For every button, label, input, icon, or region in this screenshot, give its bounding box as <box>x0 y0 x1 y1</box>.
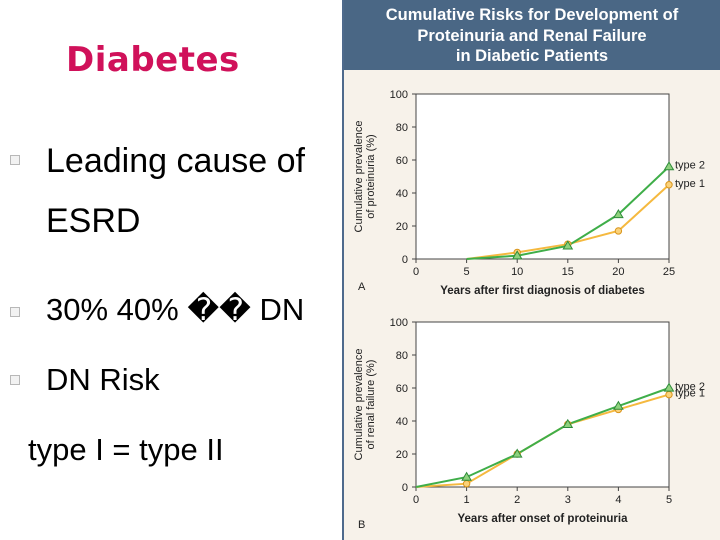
figure-header-line: Cumulative Risks for Development of <box>385 6 679 24</box>
data-point-type2 <box>461 471 472 481</box>
data-point-type2 <box>663 382 675 392</box>
series-label-type2: type 2 <box>675 381 705 393</box>
series-line <box>415 387 670 488</box>
y-tick-label: 40 <box>396 188 408 200</box>
y-tick-label: 60 <box>396 155 408 167</box>
series-label-type2: type 2 <box>675 160 705 172</box>
bullet-text: DN Risk <box>46 362 160 397</box>
x-tick-label: 0 <box>413 266 419 278</box>
y-tick-label: 20 <box>396 221 408 233</box>
panel-label: A <box>358 281 366 293</box>
slide-title: Diabetes <box>66 40 240 80</box>
series-label-type1: type 1 <box>675 388 705 400</box>
y-axis-label: of renal failure (%) <box>365 360 377 450</box>
x-axis-label: Years after first diagnosis of diabetes <box>440 285 645 297</box>
y-axis-label: of proteinuria (%) <box>365 134 377 218</box>
x-tick-label: 2 <box>514 494 520 506</box>
x-tick-label: 15 <box>562 266 574 278</box>
data-point-type2 <box>562 418 574 428</box>
bullet-marker <box>10 307 20 317</box>
data-point-type2 <box>511 448 523 458</box>
x-tick-label: 4 <box>615 494 621 506</box>
panel-label: B <box>358 519 365 531</box>
data-point-type1 <box>665 390 673 399</box>
x-tick-label: 20 <box>612 266 624 278</box>
x-tick-label: 3 <box>565 494 571 506</box>
y-tick-label: 0 <box>402 254 408 266</box>
data-point-type2 <box>613 208 624 219</box>
y-tick-label: 20 <box>396 449 408 461</box>
x-tick-label: 25 <box>663 266 675 278</box>
x-axis-label: Years after onset of proteinuria <box>458 513 629 525</box>
plot-area <box>415 321 670 488</box>
data-point-type2 <box>562 240 574 250</box>
data-point-type2 <box>613 400 624 410</box>
series-label-type1: type 1 <box>675 178 705 190</box>
data-point-type1 <box>614 227 623 235</box>
y-tick-label: 60 <box>396 383 408 395</box>
y-tick-label: 80 <box>396 350 408 362</box>
bullet-text: type I = type II <box>28 432 224 467</box>
y-tick-label: 100 <box>390 89 408 101</box>
x-tick-label: 5 <box>666 494 672 506</box>
figure-header: Cumulative Risks for Development of Prot… <box>344 0 720 70</box>
y-tick-label: 100 <box>390 317 408 329</box>
figure-panel: Cumulative Risks for Development of Prot… <box>342 0 720 540</box>
x-tick-label: 5 <box>464 266 470 278</box>
data-point-type1 <box>665 181 673 189</box>
y-tick-label: 40 <box>396 416 408 428</box>
data-point-type2 <box>663 161 675 171</box>
y-axis-label: Cumulative prevalence <box>353 349 365 461</box>
bullet-text: 30% 40% �� DN <box>46 292 305 327</box>
bullet-text-continued: ESRD <box>46 202 141 240</box>
data-point-type1 <box>462 480 471 488</box>
bullet-text: Leading cause of <box>46 142 305 180</box>
bullet-marker <box>10 375 20 385</box>
y-tick-label: 80 <box>396 122 408 134</box>
figure-header-line: in Diabetic Patients <box>455 47 609 65</box>
data-point-type2 <box>511 250 523 260</box>
figure-header-line: Proteinuria and Renal Failure <box>417 26 647 45</box>
x-tick-label: 0 <box>413 494 419 506</box>
y-axis-label: Cumulative prevalence <box>353 121 365 233</box>
y-tick-label: 0 <box>402 482 408 494</box>
bullet-marker <box>10 155 20 165</box>
x-tick-label: 1 <box>464 494 470 506</box>
plot-area <box>415 93 670 260</box>
x-tick-label: 10 <box>511 266 523 278</box>
